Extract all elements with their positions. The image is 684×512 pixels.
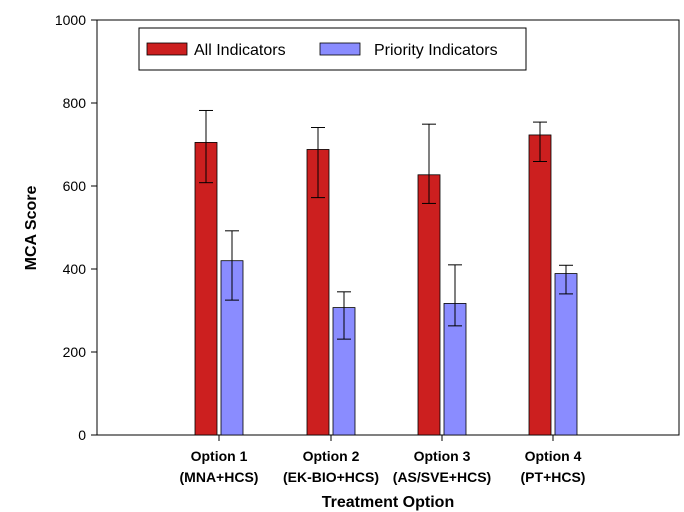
error-bar	[533, 121, 547, 163]
y-axis: 0 200 400 600 800 1000	[55, 12, 97, 443]
error-bar	[337, 291, 351, 340]
x-category-sublabel: (AS/SVE+HCS)	[393, 469, 491, 485]
x-category-label: Option 1	[191, 448, 248, 464]
bar-all-indicators	[528, 134, 552, 436]
y-tick-label: 0	[78, 427, 86, 443]
legend-label-all-indicators: All Indicators	[194, 42, 286, 59]
error-bars-group	[199, 109, 573, 340]
x-category-sublabel: (EK-BIO+HCS)	[283, 469, 379, 485]
x-category-label: Option 4	[525, 448, 582, 464]
y-tick-label: 800	[63, 95, 87, 111]
y-axis-title: MCA Score	[23, 186, 40, 271]
y-tick-label: 1000	[55, 12, 86, 28]
bar-all-indicators	[417, 174, 441, 436]
plot-frame	[96, 19, 680, 436]
error-bar	[199, 109, 213, 184]
error-bar	[422, 123, 436, 204]
x-category-label: Option 2	[303, 448, 360, 464]
x-axis-title: Treatment Option	[322, 494, 454, 511]
x-category-sublabel: (MNA+HCS)	[180, 469, 259, 485]
error-bar	[311, 126, 325, 199]
error-bar	[559, 264, 573, 295]
legend-label-priority-indicators: Priority Indicators	[374, 42, 498, 59]
error-bar	[225, 230, 239, 301]
legend-swatch-priority-indicators	[319, 42, 361, 56]
x-category-label: Option 3	[414, 448, 471, 464]
error-bar	[448, 264, 462, 327]
bars-group	[194, 134, 578, 436]
bar-priority-indicators	[554, 273, 578, 436]
y-tick-label: 200	[63, 344, 87, 360]
x-category-sublabel: (PT+HCS)	[521, 469, 586, 485]
y-tick-label: 600	[63, 178, 87, 194]
y-tick-label: 400	[63, 261, 87, 277]
legend-swatch-all-indicators	[146, 42, 188, 56]
legend: All Indicators Priority Indicators	[138, 27, 527, 71]
bar-all-indicators	[194, 142, 218, 436]
x-axis: Option 1 (MNA+HCS) Option 2 (EK-BIO+HCS) Opt…	[180, 435, 586, 485]
